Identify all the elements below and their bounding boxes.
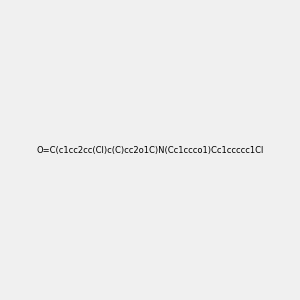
Text: O=C(c1cc2cc(Cl)c(C)cc2o1C)N(Cc1ccco1)Cc1ccccc1Cl: O=C(c1cc2cc(Cl)c(C)cc2o1C)N(Cc1ccco1)Cc1… [36, 146, 264, 154]
